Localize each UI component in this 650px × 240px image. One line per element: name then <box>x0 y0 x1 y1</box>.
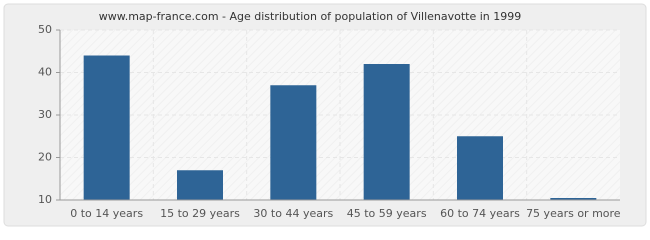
x-tick-label: 75 years or more <box>526 207 621 220</box>
x-tick-label: 60 to 74 years <box>440 207 520 220</box>
y-tick-label: 50 <box>38 23 52 36</box>
x-tick-label: 0 to 14 years <box>70 207 143 220</box>
page: {"chart_data": {"type": "bar", "title": … <box>3 3 647 227</box>
y-tick-label: 30 <box>38 108 52 121</box>
bar <box>83 55 130 200</box>
chart: www.map-france.com - Age distribution of… <box>3 3 647 227</box>
x-tick-label: 30 to 44 years <box>253 207 333 220</box>
bar <box>457 136 503 200</box>
x-tick-label: 15 to 29 years <box>160 207 240 220</box>
chart-title: www.map-france.com - Age distribution of… <box>99 10 522 23</box>
bar <box>550 198 597 200</box>
y-tick-label: 20 <box>38 151 52 164</box>
bar <box>270 85 317 200</box>
bar <box>363 64 410 200</box>
y-tick-label: 40 <box>38 66 52 79</box>
y-tick-label: 10 <box>38 193 52 206</box>
x-tick-label: 45 to 59 years <box>347 207 427 220</box>
bar <box>177 170 223 200</box>
